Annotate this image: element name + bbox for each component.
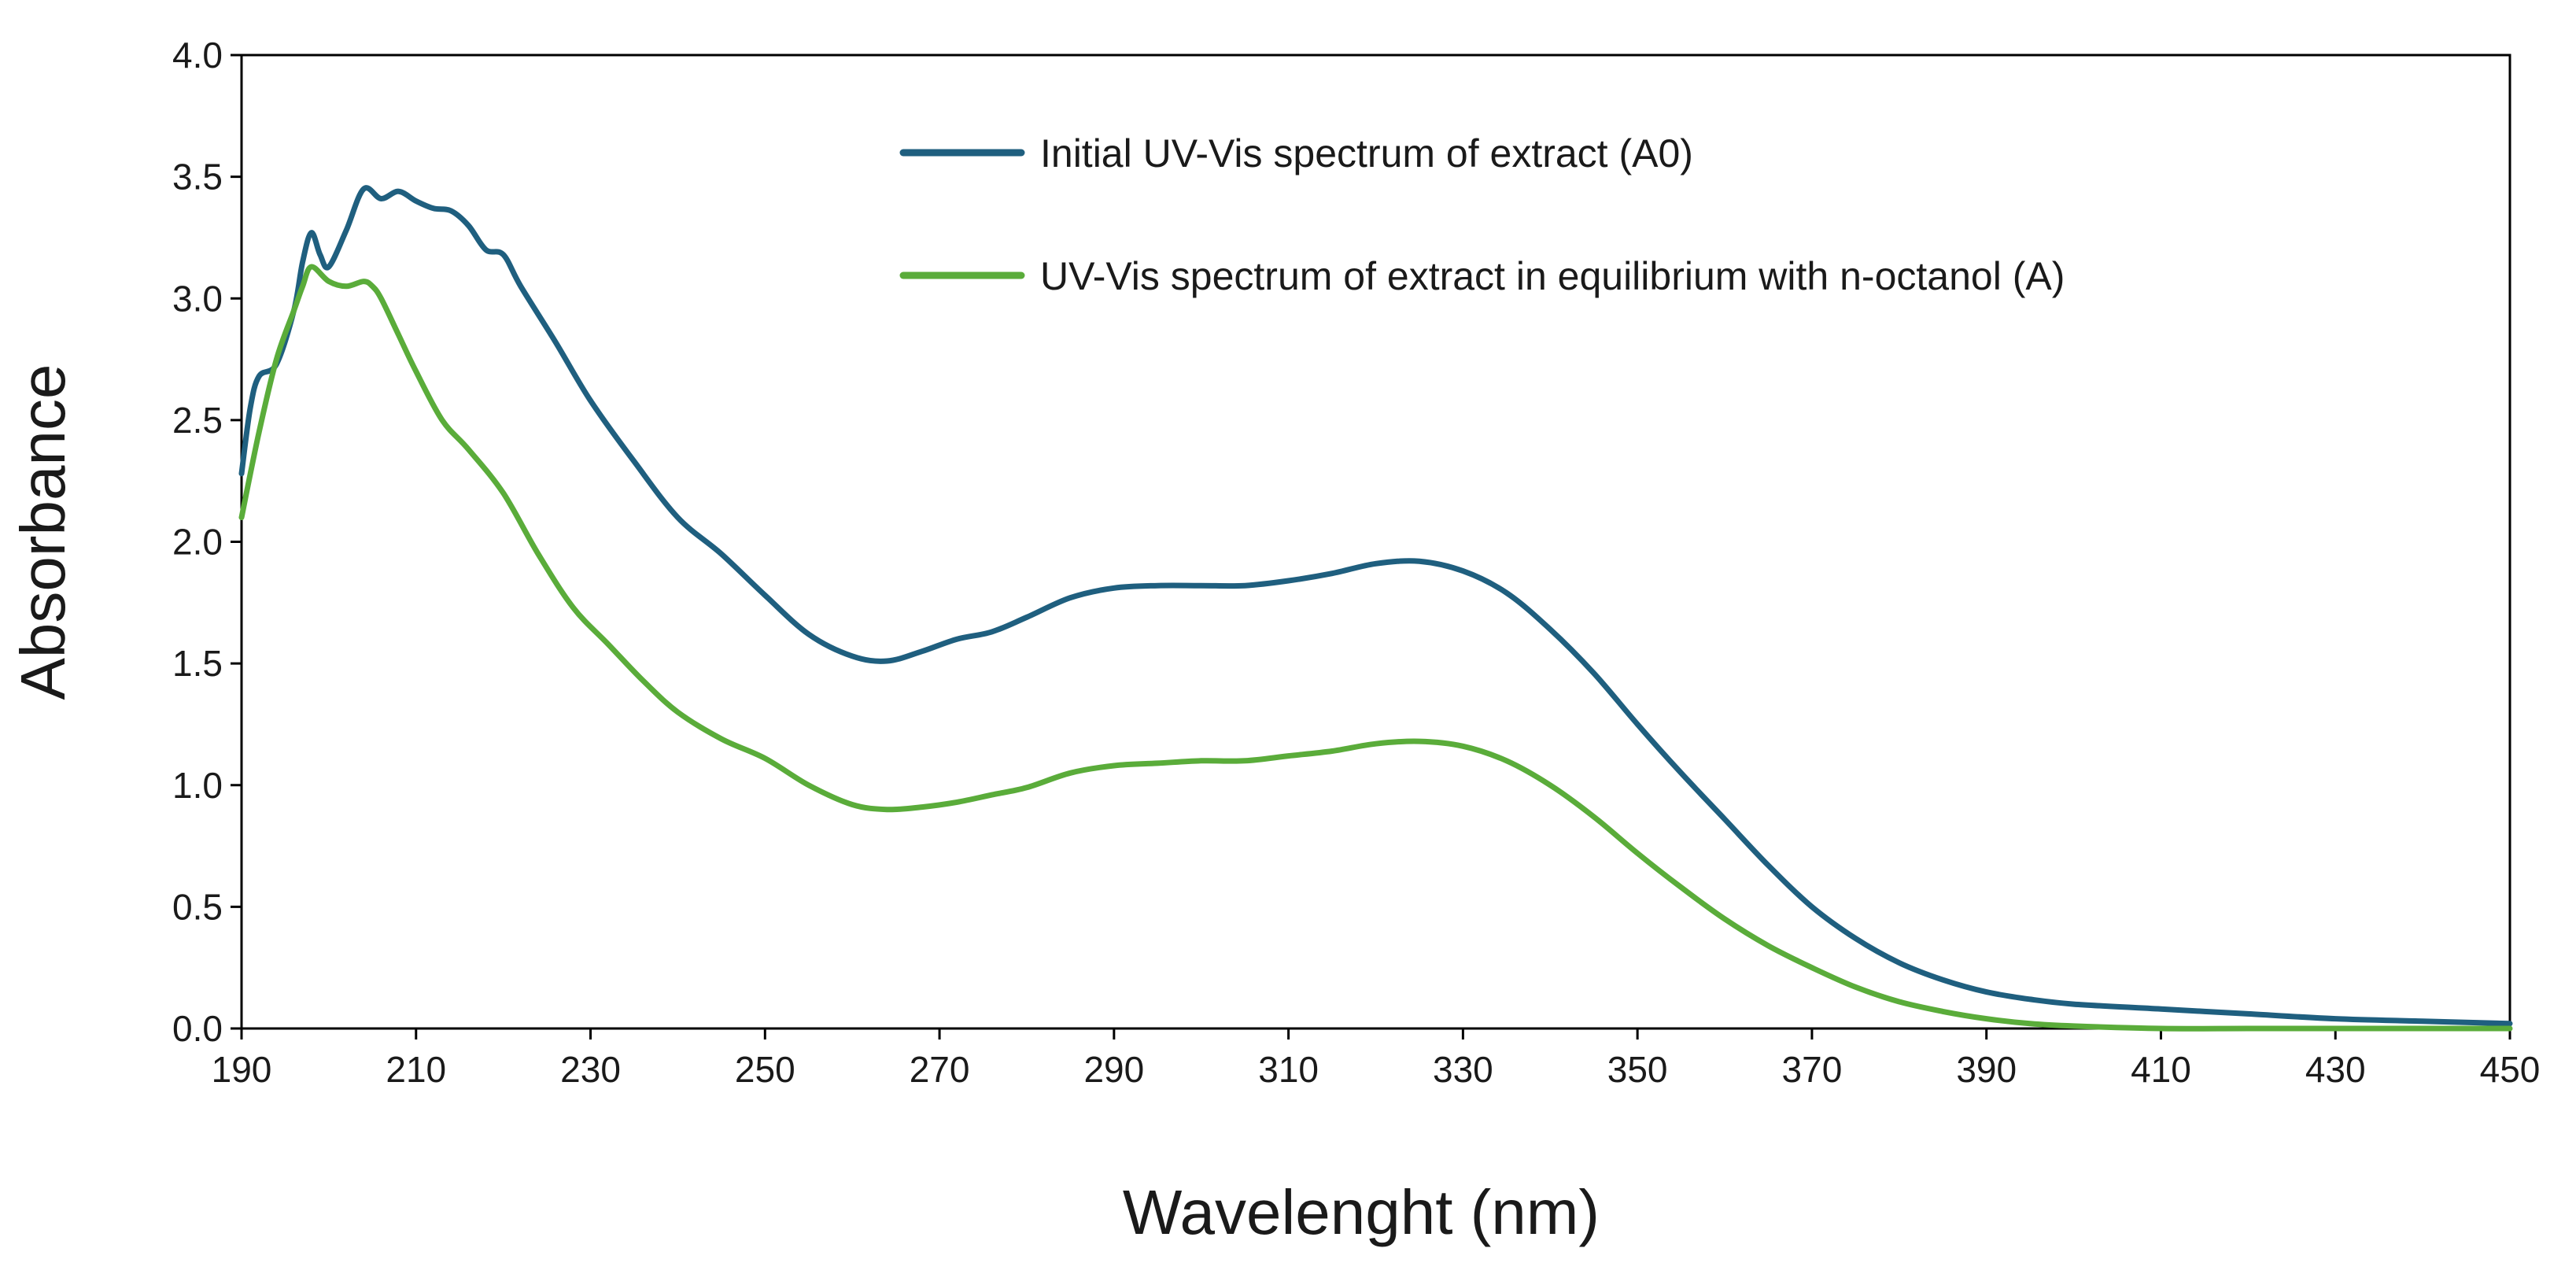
- x-tick-label: 390: [1956, 1049, 2017, 1090]
- series-line-a: [238, 264, 2513, 1032]
- x-tick-label: 310: [1258, 1049, 1319, 1090]
- x-tick-label: 410: [2131, 1049, 2191, 1090]
- legend-label-a0: Initial UV-Vis spectrum of extract (A0): [1040, 131, 1693, 175]
- x-tick-label: 230: [560, 1049, 621, 1090]
- y-tick-label: 0.5: [172, 886, 223, 927]
- y-tick-label: 4.0: [172, 35, 223, 76]
- x-tick-label: 290: [1083, 1049, 1144, 1090]
- y-tick-label: 3.0: [172, 278, 223, 319]
- axes: 0.0 0.5 1.0 1.5 2.0 2.5 3.0 3.5 4.0 190 210 230 250 2…: [172, 35, 2540, 1090]
- x-tick-label: 330: [1433, 1049, 1493, 1090]
- x-tick-label: 350: [1607, 1049, 1668, 1090]
- legend: Initial UV-Vis spectrum of extract (A0) …: [899, 131, 2065, 298]
- x-tick-label: 370: [1782, 1049, 1843, 1090]
- legend-label-a: UV-Vis spectrum of extract in equilibriu…: [1040, 254, 2065, 298]
- x-tick-label: 450: [2480, 1049, 2541, 1090]
- y-tick-label: 2.5: [172, 400, 223, 441]
- x-tick-label: 250: [735, 1049, 795, 1090]
- x-axis-title: Wavelenght (nm): [1123, 1177, 1600, 1247]
- x-tick-label: 210: [386, 1049, 446, 1090]
- x-tick-label: 430: [2305, 1049, 2366, 1090]
- series-line-a0: [238, 185, 2513, 1027]
- series-layer: [238, 185, 2513, 1032]
- y-axis-title: Absorbance: [8, 364, 78, 700]
- y-tick-label: 2.0: [172, 522, 223, 563]
- y-tick-label: 1.5: [172, 643, 223, 684]
- y-tick-label: 0.0: [172, 1008, 223, 1049]
- y-tick-label: 1.0: [172, 765, 223, 806]
- x-tick-label: 190: [212, 1049, 272, 1090]
- x-tick-label: 270: [910, 1049, 970, 1090]
- y-tick-label: 3.5: [172, 157, 223, 198]
